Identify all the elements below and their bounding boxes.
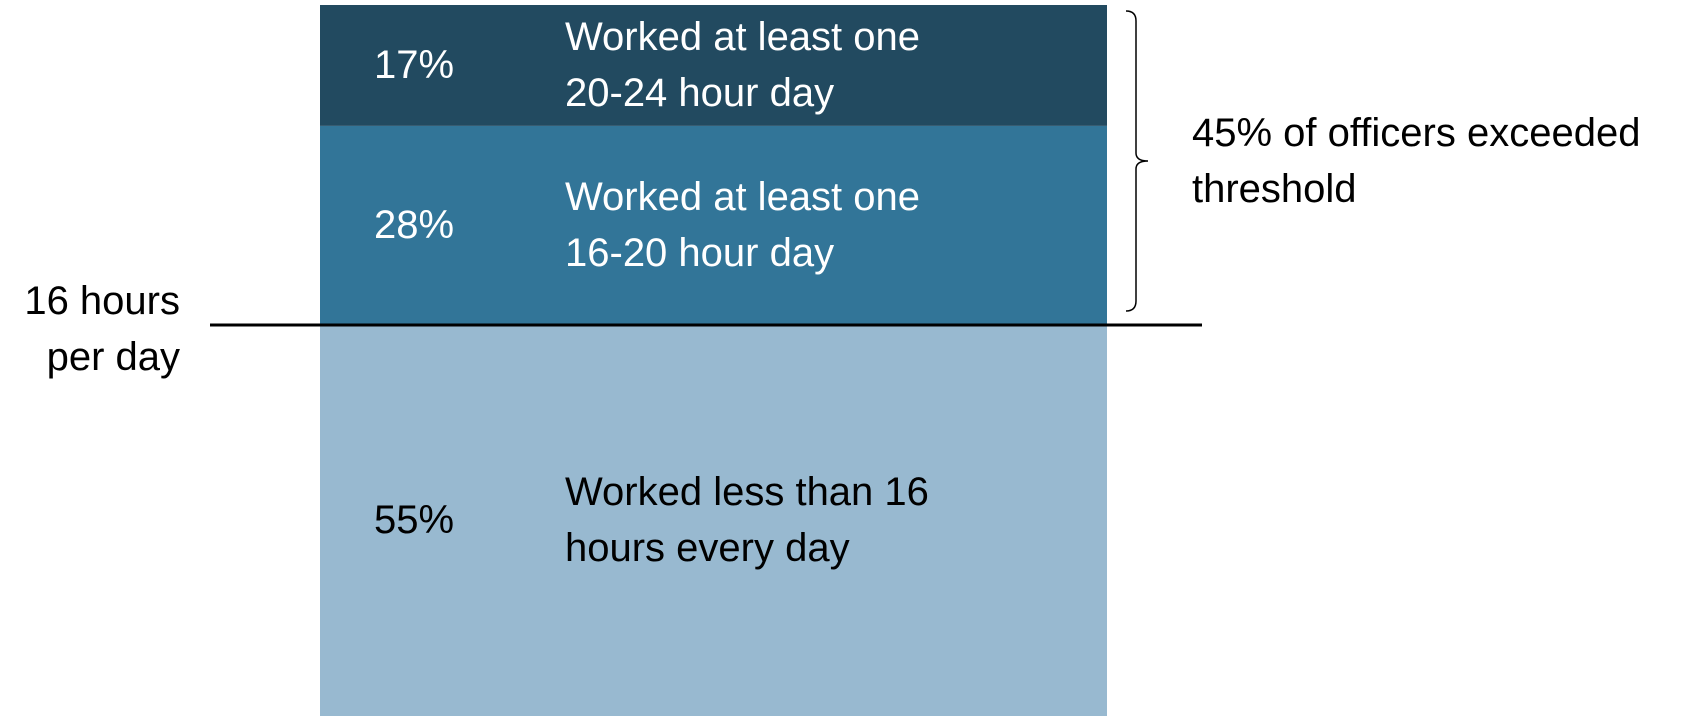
bar-segment bbox=[320, 125, 1107, 325]
bracket-label: 45% of officers exceeded threshold bbox=[1192, 110, 1641, 211]
value-label: 28% bbox=[373, 203, 455, 248]
segment-label: Worked less than 16 hours every day bbox=[565, 470, 929, 571]
bar-segment bbox=[320, 5, 1107, 126]
bracket bbox=[1125, 10, 1149, 312]
segment-label: Worked at least one 16-20 hour day bbox=[565, 175, 921, 276]
threshold-label: 16 hours per day bbox=[24, 278, 180, 379]
bar-segment bbox=[320, 324, 1107, 716]
value-label: 17% bbox=[373, 43, 455, 88]
segment-label: Worked at least one 20-24 hour day bbox=[565, 15, 921, 116]
value-label: 55% bbox=[373, 498, 455, 543]
